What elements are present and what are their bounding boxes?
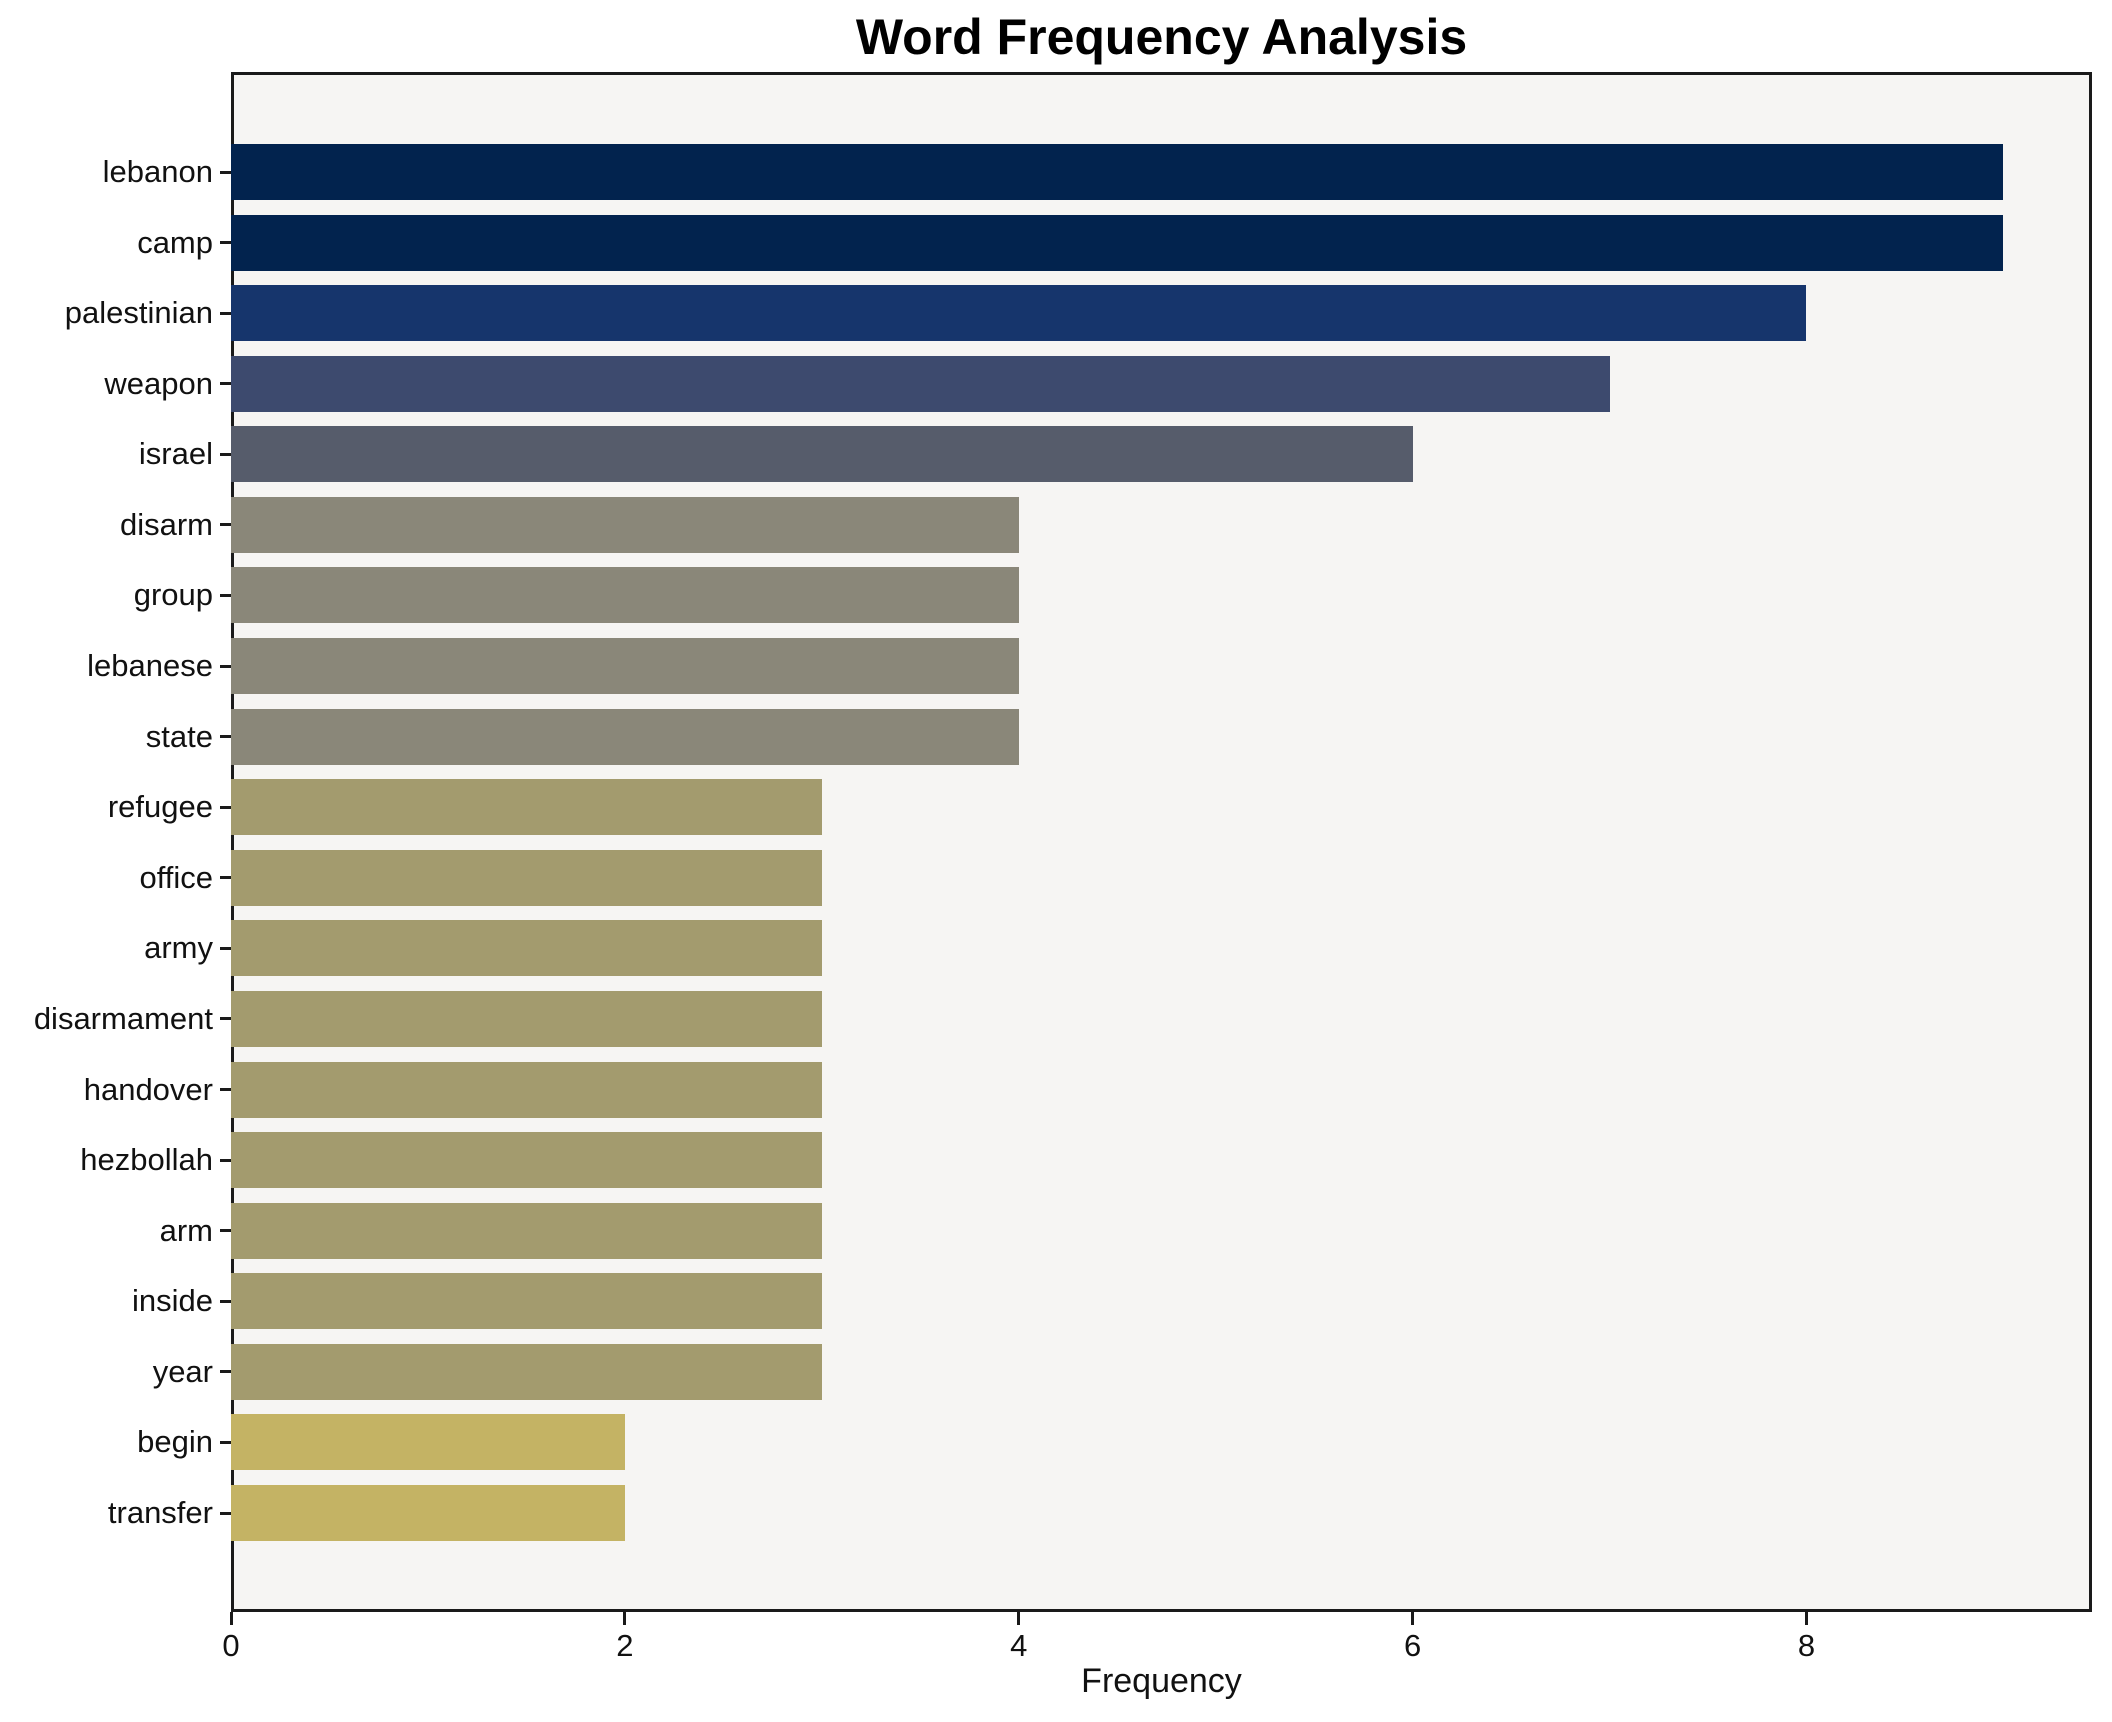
bar-weapon xyxy=(231,355,1610,412)
y-tick-mark xyxy=(220,593,231,597)
bar-camp xyxy=(231,214,2004,271)
y-tick-mark xyxy=(220,1229,231,1233)
y-tick-mark xyxy=(220,1511,231,1515)
bar-office xyxy=(231,849,822,906)
x-tick-mark xyxy=(229,1612,233,1625)
bar-transfer xyxy=(231,1485,625,1542)
bar-state xyxy=(231,708,1019,765)
y-tick-mark xyxy=(220,876,231,880)
y-tick-mark xyxy=(220,1440,231,1444)
y-tick-label: transfer xyxy=(107,1495,213,1531)
y-tick-label: handover xyxy=(83,1071,213,1107)
bar-begin xyxy=(231,1414,625,1471)
y-tick-mark xyxy=(220,946,231,950)
y-tick-label: state xyxy=(145,718,213,754)
x-tick-label: 4 xyxy=(1010,1628,1028,1663)
y-tick-label: disarmament xyxy=(33,1000,213,1036)
y-tick-mark xyxy=(220,1158,231,1162)
y-tick-label: group xyxy=(133,577,213,613)
x-tick-mark xyxy=(1411,1612,1415,1625)
y-tick-label: disarm xyxy=(119,506,213,542)
x-tick-label: 6 xyxy=(1403,1628,1422,1663)
y-tick-mark xyxy=(220,664,231,668)
y-tick-mark xyxy=(220,241,231,245)
bar-palestinian xyxy=(231,285,1807,342)
x-tick-mark xyxy=(1017,1612,1021,1625)
y-tick-label: weapon xyxy=(104,365,213,401)
y-tick-label: office xyxy=(139,859,213,895)
y-tick-mark xyxy=(220,1017,231,1021)
bar-disarm xyxy=(231,496,1019,553)
bar-arm xyxy=(231,1202,822,1259)
y-tick-label: israel xyxy=(138,436,213,472)
chart-title: Word Frequency Analysis xyxy=(855,9,1468,65)
x-tick-mark xyxy=(1804,1612,1808,1625)
y-tick-mark xyxy=(220,382,231,386)
y-tick-label: palestinian xyxy=(64,295,213,331)
y-tick-mark xyxy=(220,170,231,174)
bar-lebanese xyxy=(231,638,1019,695)
y-tick-mark xyxy=(220,452,231,456)
y-tick-mark xyxy=(220,735,231,739)
x-tick-label: 0 xyxy=(222,1628,240,1663)
x-tick-mark xyxy=(623,1612,627,1625)
y-tick-label: arm xyxy=(159,1212,213,1248)
x-axis-label: Frequency xyxy=(1081,1662,1242,1700)
y-tick-label: inside xyxy=(132,1283,213,1319)
bar-israel xyxy=(231,426,1413,483)
x-tick-label: 2 xyxy=(616,1628,634,1663)
bar-year xyxy=(231,1343,822,1400)
y-tick-label: hezbollah xyxy=(80,1142,213,1178)
x-tick-label: 8 xyxy=(1797,1628,1816,1663)
y-tick-label: year xyxy=(152,1353,213,1389)
y-tick-label: refugee xyxy=(107,789,213,825)
y-tick-label: army xyxy=(144,930,213,966)
y-tick-label: lebanon xyxy=(102,154,213,189)
y-tick-mark xyxy=(220,523,231,527)
y-tick-mark xyxy=(220,805,231,809)
y-tick-label: lebanese xyxy=(87,648,213,684)
bar-group xyxy=(231,567,1019,624)
bar-refugee xyxy=(231,779,822,836)
y-tick-mark xyxy=(220,1299,231,1303)
y-tick-mark xyxy=(220,1370,231,1374)
bar-army xyxy=(231,920,822,977)
bar-hezbollah xyxy=(231,1132,822,1189)
y-tick-label: camp xyxy=(137,224,213,260)
y-tick-mark xyxy=(220,311,231,315)
bar-disarmament xyxy=(231,990,822,1047)
bar-lebanon xyxy=(231,144,2004,200)
y-tick-mark xyxy=(220,1088,231,1092)
bar-handover xyxy=(231,1061,822,1118)
bar-inside xyxy=(231,1273,822,1330)
y-tick-label: begin xyxy=(137,1424,213,1460)
